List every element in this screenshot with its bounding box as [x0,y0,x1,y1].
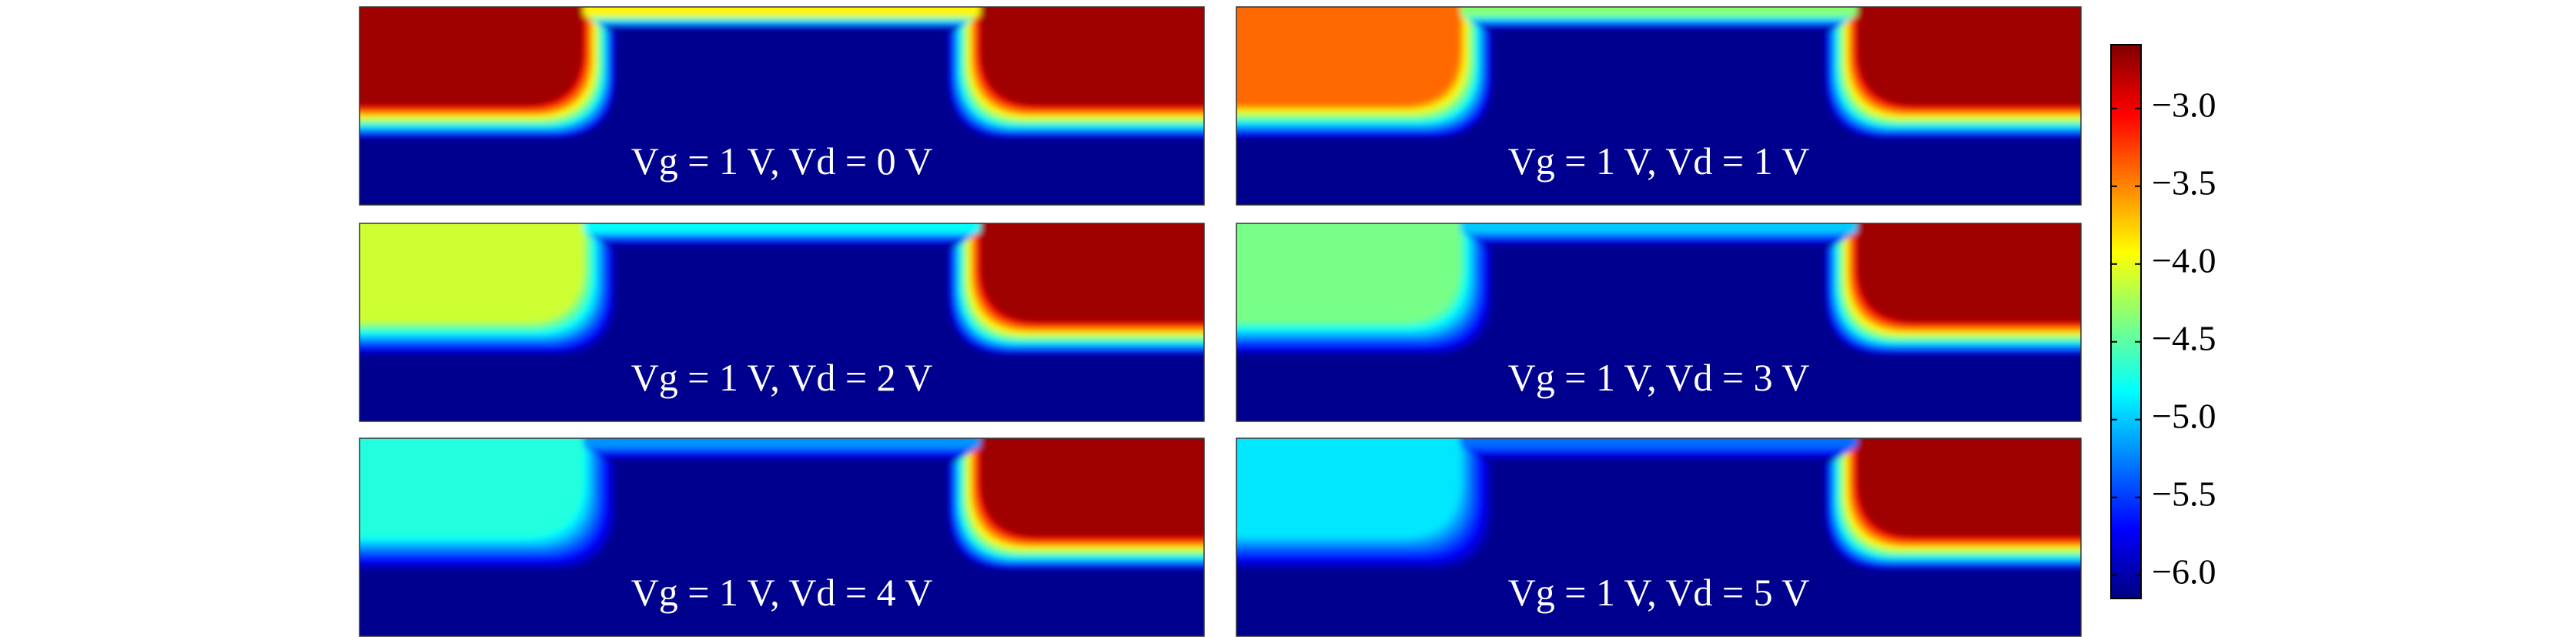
panel-frame [1236,6,2082,206]
panel-frame [359,438,1205,637]
field [1236,223,2081,421]
panel: Vg = 1 V, Vd = 4 V [359,438,1205,637]
left-electrode [1236,223,1460,323]
field [360,7,1204,205]
left-electrode [360,7,584,106]
right-electrode [980,7,1204,106]
right-electrode [1857,7,2081,106]
colorbar-tick-label: −3.5 [2152,163,2216,202]
colorbar-tick-label: −4.5 [2152,318,2216,357]
panel-frame [359,223,1205,422]
panel: Vg = 1 V, Vd = 2 V [359,223,1205,422]
panel-label: Vg = 1 V, Vd = 4 V [631,571,933,614]
panel-label: Vg = 1 V, Vd = 1 V [1508,139,1810,183]
colorbar-scale [2110,44,2142,599]
left-electrode [360,438,584,538]
panel-frame [1236,223,2082,422]
colorbar: −6.0 −5.5 −5.0 −4.5 −4.0 −3.5 −3.0 [2110,44,2216,599]
colorbar-tick-label: −3.0 [2152,85,2216,124]
panel: Vg = 1 V, Vd = 1 V [1236,6,2082,206]
panel-label: Vg = 1 V, Vd = 3 V [1508,356,1810,399]
right-electrode [1857,223,2081,323]
electrodes [360,223,1204,355]
colorbar-tick-label: −5.5 [2152,474,2216,513]
panel: Vg = 1 V, Vd = 5 V [1236,438,2082,637]
colorbar-tick-label: −4.0 [2152,240,2216,280]
panel-frame [1236,438,2082,637]
right-electrode [1857,438,2081,538]
panel-frame [359,6,1205,206]
electrodes [1236,223,2081,355]
panel-label: Vg = 1 V, Vd = 5 V [1508,571,1810,614]
panel: Vg = 1 V, Vd = 0 V [359,6,1205,206]
panel-label: Vg = 1 V, Vd = 0 V [631,139,933,183]
left-electrode [1236,438,1460,538]
electrodes [1236,7,2081,139]
panel: Vg = 1 V, Vd = 3 V [1236,223,2082,422]
field [1236,7,2081,205]
right-electrode [980,438,1204,538]
left-electrode [360,223,584,323]
electrodes [1236,438,2081,570]
panel-label: Vg = 1 V, Vd = 2 V [631,356,933,399]
electrodes [360,7,1204,139]
colorbar-tick-label: −6.0 [2152,552,2216,591]
electrodes [360,438,1204,570]
colorbar-tick-label: −5.0 [2152,396,2216,435]
field [360,223,1204,421]
left-electrode [1236,7,1460,106]
field [360,438,1204,636]
field [1236,438,2081,636]
right-electrode [980,223,1204,323]
